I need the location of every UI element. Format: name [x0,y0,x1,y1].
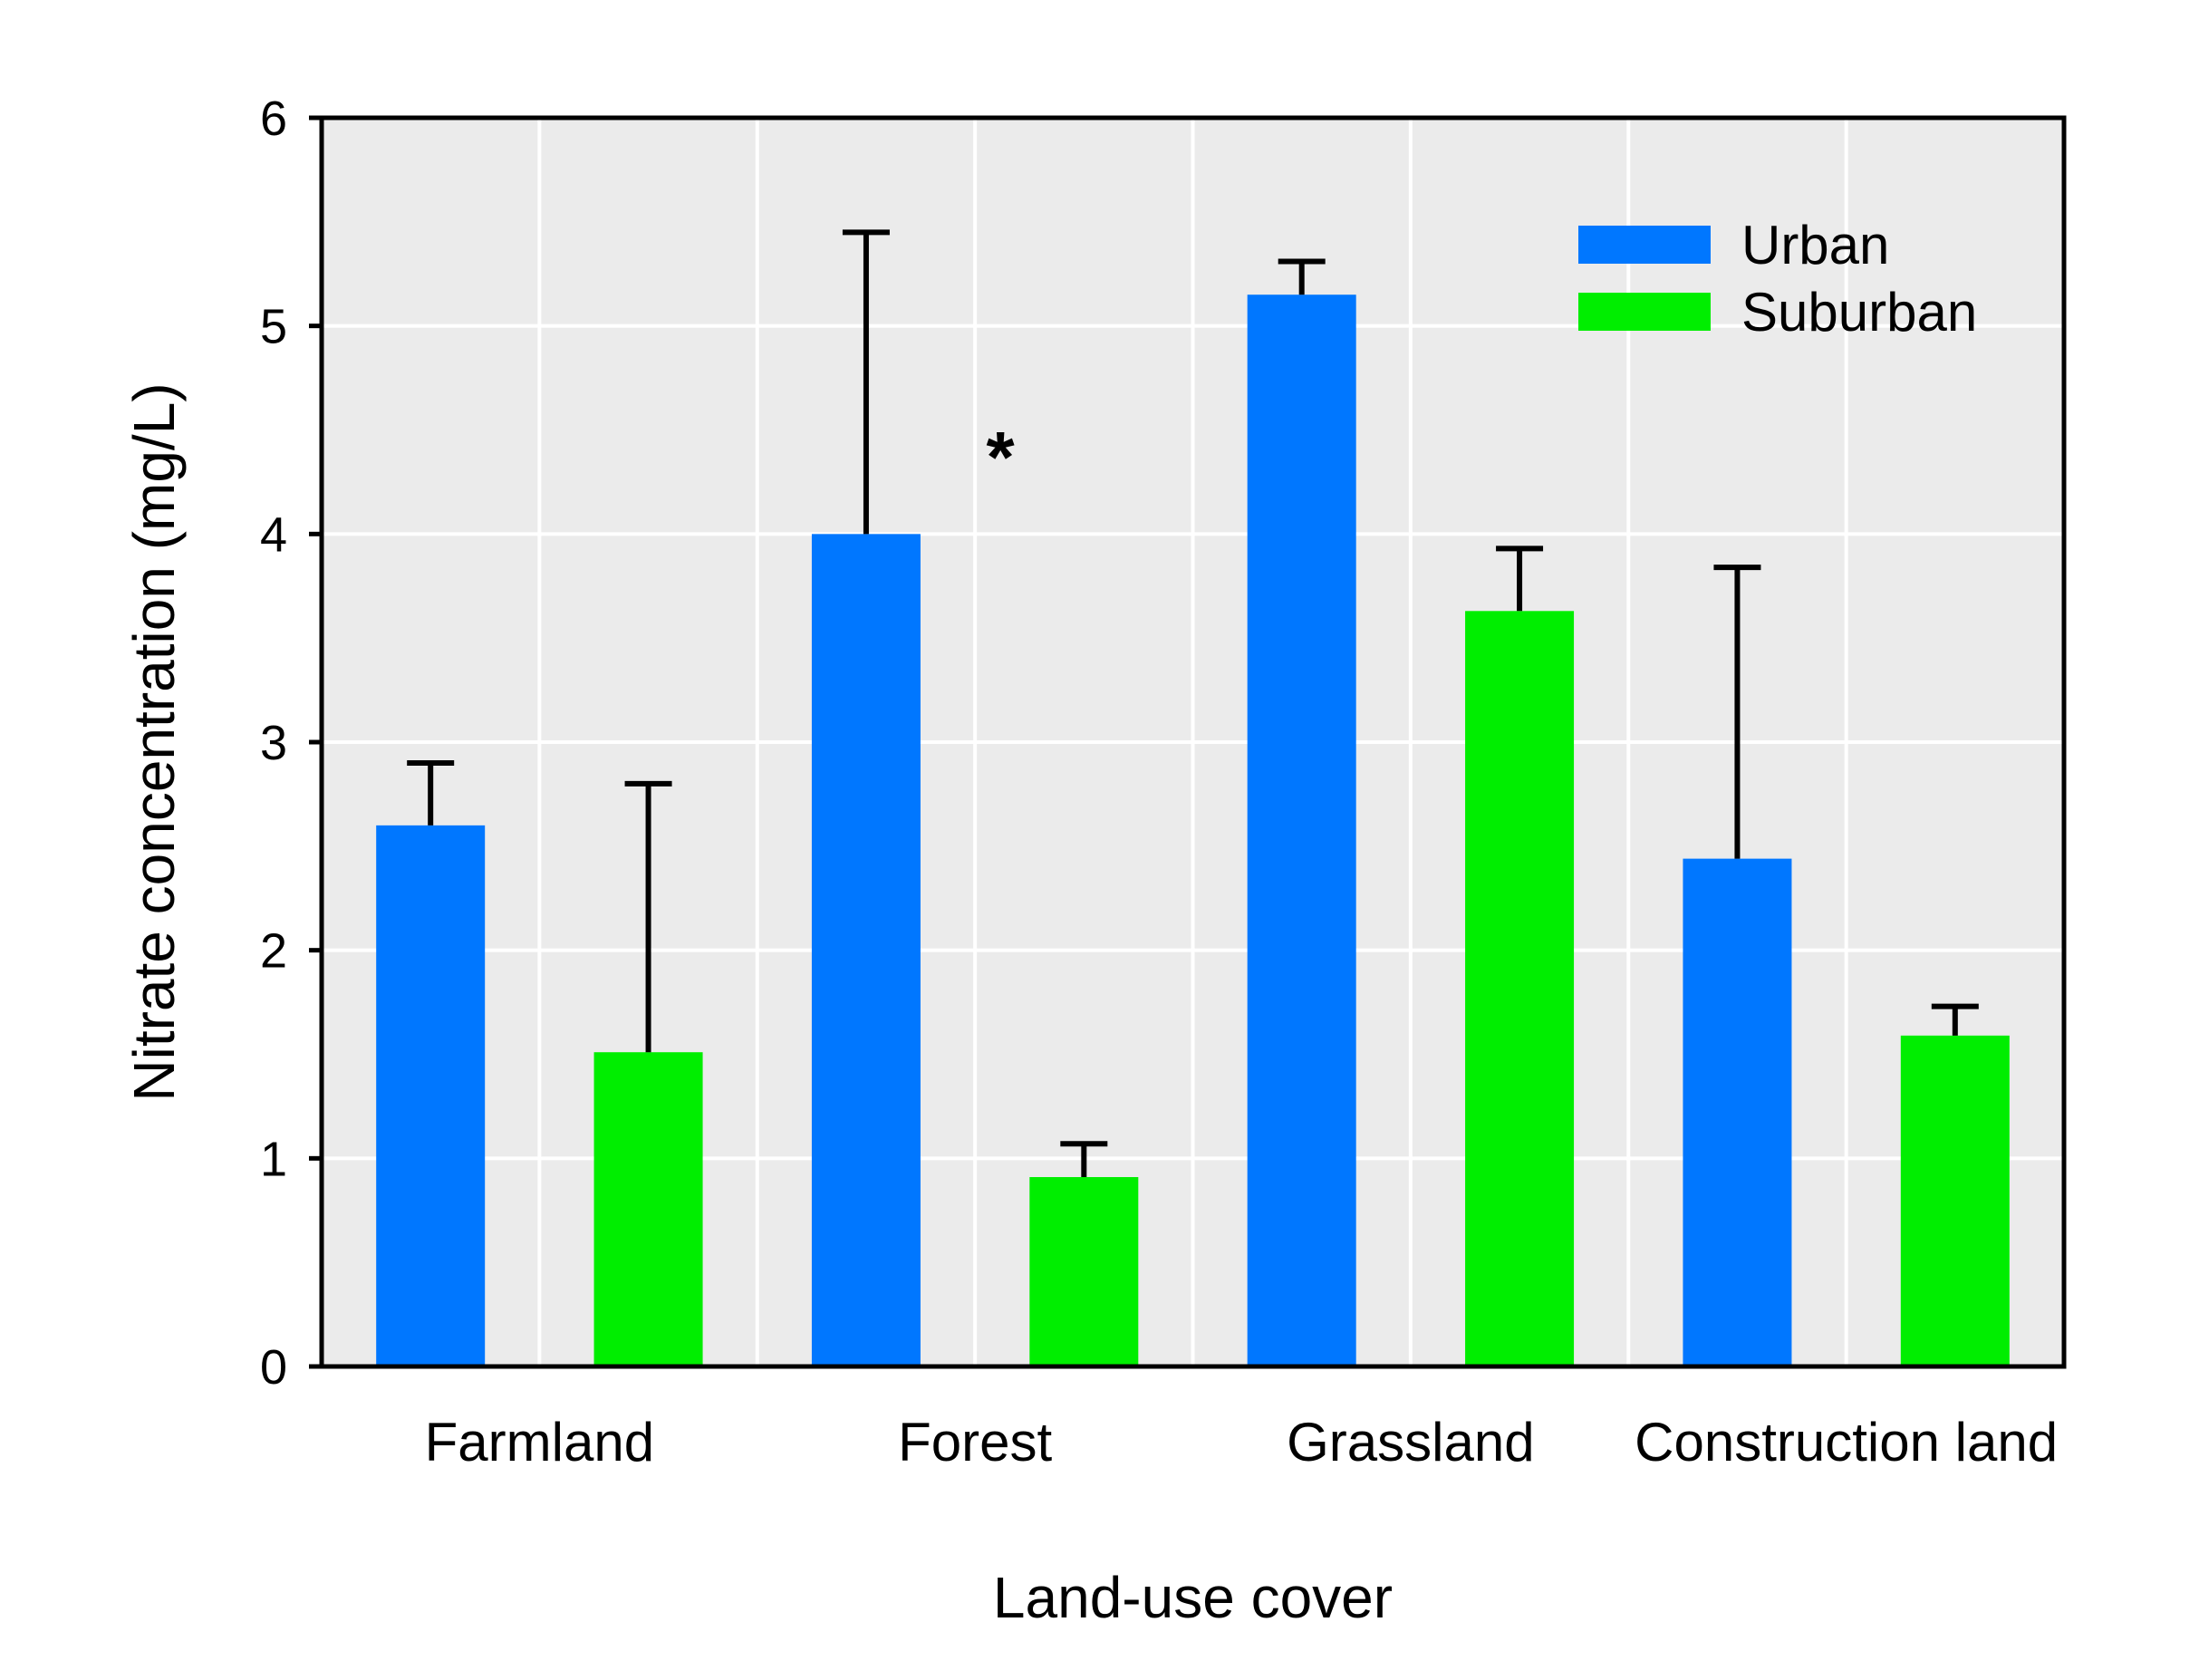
y-axis-title: Nitrate concentration (mg/L) [121,382,187,1101]
y-tick-label-5: 5 [260,300,287,354]
legend-label-suburban: Suburban [1741,282,1977,343]
annotation-asterisk: * [987,417,1016,497]
bar-suburban-2 [1465,611,1575,1366]
y-tick-label-3: 3 [260,716,287,770]
bar-urban-3 [1683,858,1792,1366]
x-tick-label-2: Grassland [1287,1412,1534,1472]
x-tick-label-3: Construction land [1635,1412,2058,1472]
x-axis-title: Land-use cover [993,1565,1393,1630]
legend: Urban Suburban [1578,215,1977,343]
bar-suburban-0 [593,1052,703,1366]
x-tick-label-1: Forest [898,1412,1052,1472]
y-tick-label-2: 2 [260,924,287,979]
bar-suburban-3 [1900,1035,2010,1366]
bars-group: * [376,229,2010,1366]
legend-label-urban: Urban [1741,215,1889,275]
y-tick-label-6: 6 [260,92,287,146]
bar-urban-1 [811,534,921,1366]
legend-swatch-suburban [1578,293,1711,331]
y-tick-label-4: 4 [260,507,287,562]
axes-group: 0 1 2 3 4 5 6 Farmland Forest Grassland Constructi… [260,92,2067,1472]
bar-urban-2 [1247,294,1356,1366]
legend-swatch-urban [1578,226,1711,264]
y-tick-label-1: 1 [260,1132,287,1186]
x-tick-label-0: Farmland [425,1412,654,1472]
y-tick-label-0: 0 [260,1340,287,1395]
bar-suburban-1 [1029,1177,1139,1366]
bar-urban-0 [376,825,486,1366]
